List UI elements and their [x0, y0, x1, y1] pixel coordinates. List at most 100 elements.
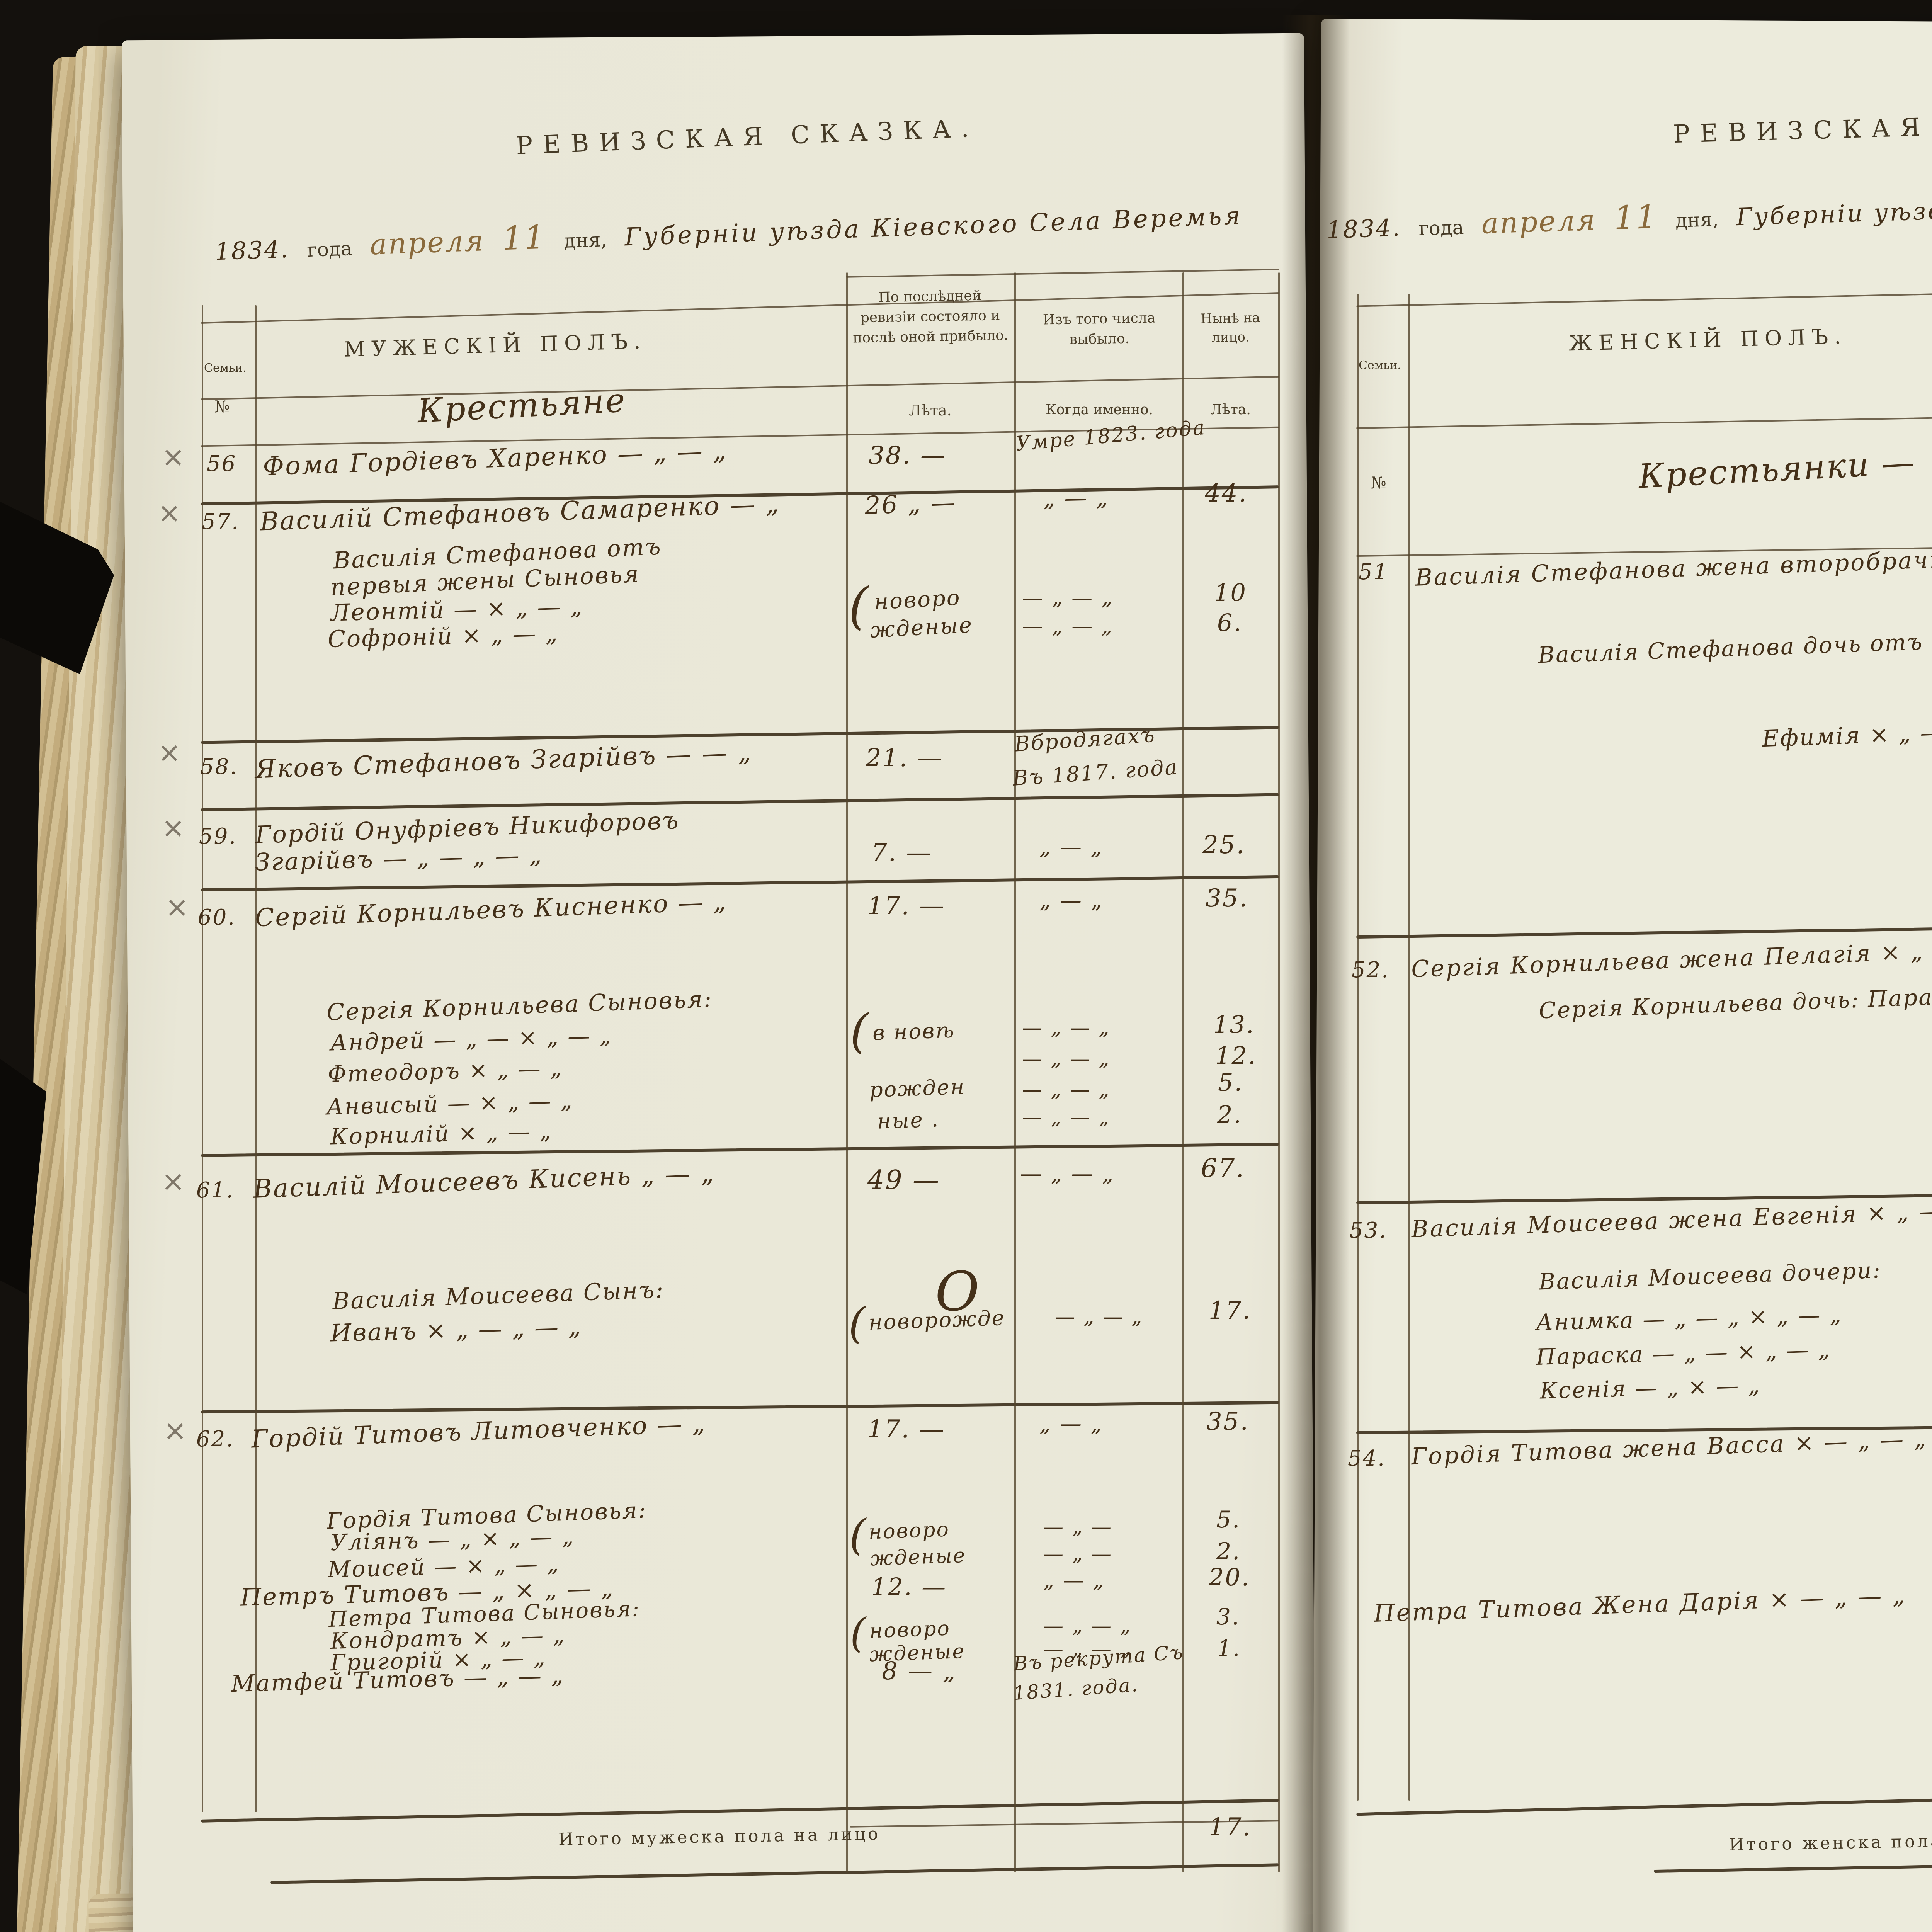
male-row-61-age-last: 49 — — [867, 1165, 940, 1196]
left-header-family: Семьи. — [204, 361, 247, 375]
book-spine-shadow — [1282, 15, 1350, 1932]
brace: ( — [849, 1298, 865, 1348]
male-row-62-pson2-age: 1. — [1217, 1635, 1241, 1662]
male-row-60-age-now: 35. — [1206, 884, 1248, 913]
male-row-61-flourish: О — [935, 1260, 981, 1323]
male-row-56-age-last: 38. — — [869, 441, 947, 470]
male-row-60-son3-dashes: — „ — „ — [1022, 1078, 1111, 1101]
male-row-62-peter-age-now: 20. — [1209, 1563, 1250, 1591]
male-row-57-no: 57. — [202, 509, 240, 534]
left-total-value: 17. — [1209, 1813, 1252, 1842]
male-row-62-son2-note: жденые — [870, 1544, 967, 1571]
left-date-month: апреля — [369, 224, 485, 262]
margin-x-mark: × — [163, 1414, 187, 1447]
male-row-62-pson1-dashes: — „ — „ — [1043, 1614, 1132, 1638]
male-row-60-son4-note: ные . — [876, 1107, 940, 1134]
male-row-57-son1-note: новоро — [873, 585, 962, 615]
male-row-57-son1-age: 10 — [1214, 578, 1247, 607]
male-row-60-dashes: „ — „ — [1039, 888, 1103, 913]
male-row-57-age-last: 26 „ — — [864, 488, 957, 520]
male-row-62-dashes: „ — „ — [1039, 1411, 1103, 1436]
left-header-col-now-sub: Лѣта. — [1210, 402, 1251, 418]
female-row-51-no: 51 — [1359, 560, 1389, 585]
right-date-day-word: дня, — [1675, 208, 1719, 232]
table-line — [1278, 272, 1280, 1872]
table-line — [1014, 272, 1016, 1872]
male-row-57-dashes: „ — „ — [1043, 484, 1109, 512]
left-date-day: 11 — [502, 218, 547, 258]
brace: ( — [849, 577, 868, 635]
male-row-61-dashes: — „ — „ — [1020, 1161, 1115, 1186]
margin-x-mark: × — [162, 811, 185, 844]
male-row-57-son2-note: жденые — [869, 612, 974, 643]
male-row-60-son2-age: 12. — [1215, 1041, 1257, 1070]
male-row-60-no: 60. — [198, 905, 236, 930]
male-row-57-age-now: 44. — [1205, 479, 1248, 508]
male-row-62-matfey-age: 8 — „ — [882, 1657, 957, 1685]
right-date-month: апреля — [1481, 203, 1597, 240]
male-row-62-son1-dashes: — „ — — [1043, 1515, 1112, 1539]
table-line — [202, 305, 203, 1812]
right-header-number: № — [1371, 473, 1386, 492]
male-row-61-son1-note: новорожде — [868, 1305, 1006, 1335]
male-row-60-age-last: 17. — — [867, 892, 946, 920]
male-row-62-age-now: 35. — [1206, 1407, 1249, 1436]
left-header-col-last-revision-sub: Лѣта. — [909, 402, 952, 419]
female-row-54-no: 54. — [1348, 1446, 1386, 1471]
male-row-60-son1-note: в новѣ — [872, 1018, 956, 1045]
brace: ( — [850, 1005, 868, 1058]
table-line — [1357, 294, 1359, 1801]
brace: ( — [849, 1510, 866, 1560]
male-row-60-son1-age: 13. — [1213, 1010, 1255, 1039]
right-date-day: 11 — [1613, 197, 1658, 237]
left-header-col-now: Нынѣ на лицо. — [1200, 310, 1260, 346]
male-row-60-son1-dashes: — „ — „ — [1022, 1016, 1111, 1039]
male-row-60-son2-dashes: — „ — „ — [1022, 1047, 1111, 1070]
right-header-family: Семьи. — [1359, 359, 1401, 372]
male-row-61-age-now: 67. — [1201, 1153, 1245, 1183]
left-date-day-word: дня, — [563, 228, 607, 252]
male-row-59-no: 59. — [199, 824, 237, 849]
male-row-57-son1-dashes: — „ — „ — [1022, 585, 1114, 610]
male-row-61-son1-dashes: — „ — „ — [1055, 1305, 1143, 1328]
male-row-60-son4-dashes: — „ — „ — [1022, 1106, 1111, 1129]
male-row-62-son1-note: новоро — [868, 1518, 950, 1544]
male-row-56-no: 56 — [207, 451, 237, 476]
left-header-col-last-revision: По послѣдней ревизіи состояло и послѣ он… — [853, 287, 1009, 346]
male-row-60-son3-note: рожден — [869, 1074, 966, 1102]
male-row-58-no: 58. — [200, 754, 238, 779]
left-header-number: № — [214, 397, 230, 416]
margin-x-mark: × — [162, 440, 185, 473]
table-line — [255, 305, 257, 1812]
table-line — [846, 272, 848, 1872]
margin-x-mark: × — [158, 736, 181, 769]
male-row-59-dashes: „ — „ — [1039, 835, 1103, 860]
male-row-61-son1-age: 17. — [1209, 1296, 1252, 1325]
male-row-62-no: 62. — [196, 1427, 235, 1452]
male-row-61-no: 61. — [196, 1178, 235, 1203]
right-date-year: 1834. — [1326, 213, 1401, 244]
brace: ( — [850, 1609, 866, 1656]
left-header-col-left-sub: Когда именно. — [1046, 402, 1153, 418]
male-row-62-son2-dashes: — „ — — [1043, 1543, 1112, 1566]
margin-x-mark: × — [165, 891, 189, 923]
male-row-62-peter-dashes: „ — „ — [1043, 1568, 1105, 1592]
male-row-57-son2-dashes: — „ — „ — [1022, 614, 1114, 638]
left-header-col-left: Изъ того числа выбыло. — [1043, 310, 1156, 348]
table-line — [1182, 272, 1184, 1872]
male-row-60-son4-age: 2. — [1217, 1100, 1243, 1129]
margin-x-mark: × — [158, 497, 181, 529]
male-row-62-age-last: 17. — — [867, 1415, 946, 1444]
right-date-year-word: года — [1418, 216, 1464, 240]
male-row-62-pson2-dashes: — „ — „ — [1043, 1638, 1132, 1661]
male-row-60-son3-age: 5. — [1218, 1068, 1243, 1097]
male-row-62-son2-age: 2. — [1216, 1538, 1241, 1565]
male-row-62-son1-age: 5. — [1216, 1506, 1241, 1533]
male-row-58-age-last: 21. — — [866, 744, 944, 772]
male-row-62-peter-age-last: 12. — — [871, 1573, 947, 1601]
female-row-53-no: 53. — [1349, 1218, 1388, 1243]
male-row-59-age-now: 25. — [1202, 831, 1245, 859]
male-row-57-son2-age: 6. — [1217, 609, 1243, 637]
male-row-62-pson1-note: новоро — [869, 1617, 951, 1643]
